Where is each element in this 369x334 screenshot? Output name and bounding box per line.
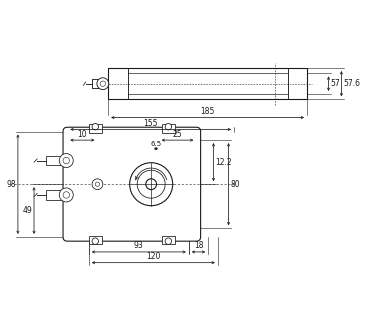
Circle shape xyxy=(165,124,172,130)
Circle shape xyxy=(92,124,99,130)
Circle shape xyxy=(95,182,100,186)
Circle shape xyxy=(59,154,73,168)
Circle shape xyxy=(100,81,106,87)
Circle shape xyxy=(92,179,103,190)
Text: 57.6: 57.6 xyxy=(343,79,360,88)
Text: 155: 155 xyxy=(144,119,158,128)
Bar xyxy=(46,156,67,165)
Text: 12.2: 12.2 xyxy=(215,158,232,167)
Bar xyxy=(92,79,103,88)
Circle shape xyxy=(130,163,173,206)
Text: 80: 80 xyxy=(230,180,240,189)
FancyBboxPatch shape xyxy=(63,127,201,241)
Bar xyxy=(46,190,67,200)
Text: 120: 120 xyxy=(146,252,161,261)
Text: 18: 18 xyxy=(194,241,203,250)
Circle shape xyxy=(137,170,165,198)
Text: 6.5: 6.5 xyxy=(151,141,162,147)
Bar xyxy=(108,68,307,99)
Text: 25: 25 xyxy=(173,130,182,139)
Circle shape xyxy=(146,179,156,190)
Bar xyxy=(89,124,102,133)
Text: 93: 93 xyxy=(134,241,144,250)
Circle shape xyxy=(63,157,69,164)
Text: 10: 10 xyxy=(77,130,87,139)
Bar xyxy=(162,236,175,244)
Circle shape xyxy=(63,192,69,198)
Bar xyxy=(162,124,175,133)
Circle shape xyxy=(92,238,99,244)
Text: 49: 49 xyxy=(23,206,32,215)
Text: 57: 57 xyxy=(330,79,340,88)
Circle shape xyxy=(165,238,172,244)
Circle shape xyxy=(59,188,73,202)
Circle shape xyxy=(97,78,109,90)
Bar xyxy=(89,236,102,244)
Text: 185: 185 xyxy=(200,107,215,116)
Text: 98: 98 xyxy=(7,180,16,189)
